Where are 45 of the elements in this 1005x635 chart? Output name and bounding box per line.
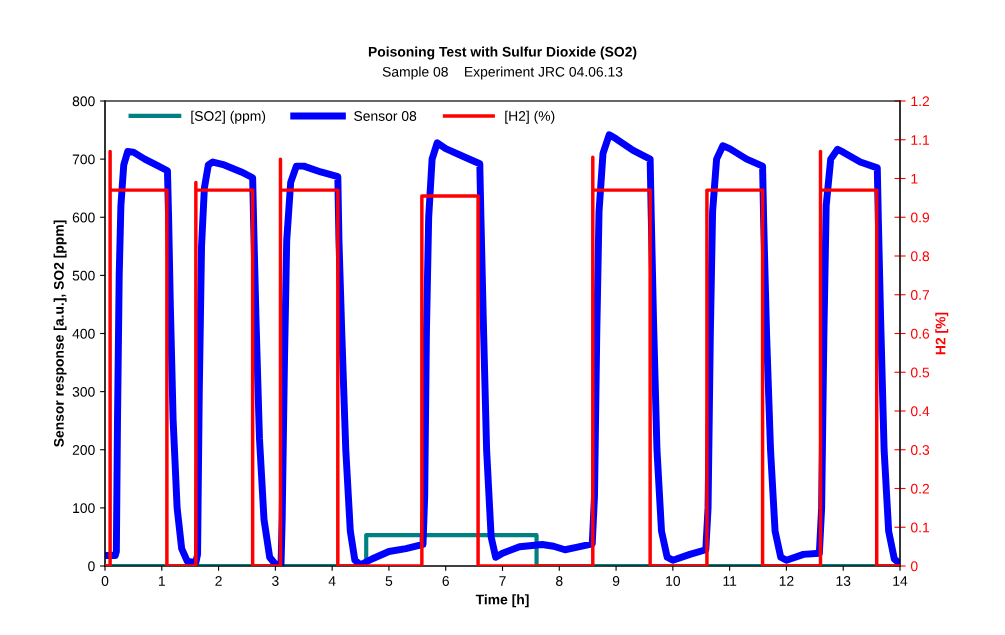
y-tick-label: 800 bbox=[72, 96, 95, 107]
x-tick-label: 9 bbox=[612, 576, 620, 586]
y-tick-label: 500 bbox=[72, 270, 95, 281]
y-tick-label: 400 bbox=[72, 328, 95, 339]
y-tick-label: 600 bbox=[72, 212, 95, 223]
y2-tick-label: 0.2 bbox=[910, 483, 930, 494]
y-tick-label: 200 bbox=[72, 445, 95, 455]
y-tick-label: 300 bbox=[72, 386, 95, 397]
x-tick-label: 12 bbox=[779, 576, 794, 586]
x-tick-label: 6 bbox=[442, 576, 449, 586]
y2-tick-label: 1 bbox=[911, 173, 918, 184]
y2-tick-label: 0.1 bbox=[910, 522, 930, 533]
x-tick-label: 7 bbox=[499, 576, 506, 586]
y2-tick-label: 1.2 bbox=[911, 96, 930, 107]
x-tick-label: 14 bbox=[893, 576, 908, 586]
x-tick-label: 13 bbox=[836, 576, 851, 586]
chart-subtitle: Sample 08 Experiment JRC 04.06.13 bbox=[382, 66, 623, 80]
legend-label: [SO2] (ppm) bbox=[191, 110, 266, 124]
y2-tick-label: 1.1 bbox=[911, 135, 930, 145]
y2-tick-label: 0.4 bbox=[910, 406, 930, 417]
x-tick-label: 3 bbox=[272, 576, 279, 586]
x-tick-label: 1 bbox=[158, 576, 165, 586]
y2-tick-label: 0.8 bbox=[910, 251, 930, 262]
y2-tick-label: 0.7 bbox=[910, 290, 930, 300]
y2-tick-label: 0 bbox=[910, 561, 918, 572]
y-tick-label: 700 bbox=[72, 154, 95, 165]
x-tick-label: 0 bbox=[101, 576, 109, 586]
y-axis-title: Sensor response [a.u.], SO2 [ppm] bbox=[53, 220, 67, 447]
y2-tick-label: 0.5 bbox=[910, 367, 930, 378]
y2-tick-label: 0.3 bbox=[910, 445, 930, 455]
x-tick-label: 11 bbox=[723, 576, 737, 586]
x-tick-label: 5 bbox=[385, 576, 393, 586]
x-axis-title: Time [h] bbox=[475, 594, 529, 608]
x-tick-label: 4 bbox=[328, 576, 336, 586]
y-tick-label: 100 bbox=[73, 503, 95, 514]
chart-title: Poisoning Test with Sulfur Dioxide (SO2) bbox=[368, 46, 637, 60]
y2-tick-label: 0.9 bbox=[910, 212, 930, 223]
legend-label: [H2] (%) bbox=[505, 110, 555, 124]
x-tick-label: 8 bbox=[556, 576, 563, 586]
x-tick-label: 10 bbox=[666, 576, 681, 586]
y-tick-label: 0 bbox=[88, 561, 95, 572]
y2-axis-title: H2 [%] bbox=[935, 312, 949, 355]
y2-tick-label: 0.6 bbox=[910, 328, 930, 339]
x-tick-label: 2 bbox=[215, 576, 222, 586]
legend-label: Sensor 08 bbox=[354, 111, 417, 121]
